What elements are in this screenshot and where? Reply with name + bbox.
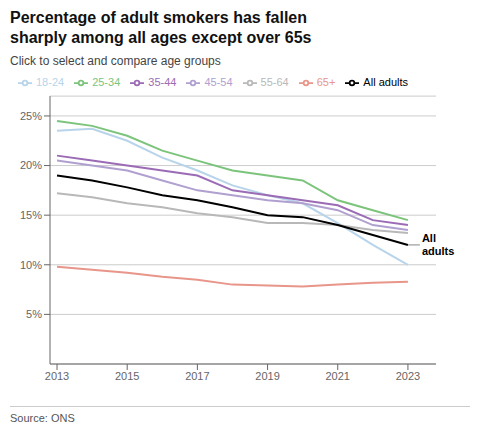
- html-text:Percentage of adult smokers ha: Percentage of adult smokers has fallen: [10, 9, 307, 26]
- svg-text:20%: 20%: [20, 159, 42, 171]
- svg-text:2013: 2013: [45, 370, 69, 382]
- svg-text:25%: 25%: [20, 110, 42, 122]
- html-text:65+: 65+: [316, 76, 336, 88]
- svg-text:2017: 2017: [185, 370, 209, 382]
- html-text:Click to select and compare ag: Click to select and compare age groups: [10, 54, 221, 68]
- svg-text:2021: 2021: [326, 370, 350, 382]
- svg-text:2015: 2015: [115, 370, 139, 382]
- svg-text:Alladults: Alladults: [422, 232, 454, 257]
- svg-text:2019: 2019: [255, 370, 279, 382]
- html-text:35-44: 35-44: [148, 76, 177, 88]
- html-text:18-24: 18-24: [36, 76, 65, 88]
- html-text:sharply among all ages except: sharply among all ages except over 65s: [10, 29, 312, 46]
- html-text:45-54: 45-54: [204, 76, 233, 88]
- svg-text:5%: 5%: [26, 308, 42, 320]
- svg-text:15%: 15%: [20, 209, 42, 221]
- html-text:Source: ONS: Source: ONS: [10, 412, 75, 424]
- svg-text:10%: 10%: [20, 259, 42, 271]
- svg-text:2023: 2023: [396, 370, 420, 382]
- html-text:All adults: All adults: [363, 76, 408, 88]
- html-text:55-64: 55-64: [260, 76, 289, 88]
- html-text:25-34: 25-34: [92, 76, 121, 88]
